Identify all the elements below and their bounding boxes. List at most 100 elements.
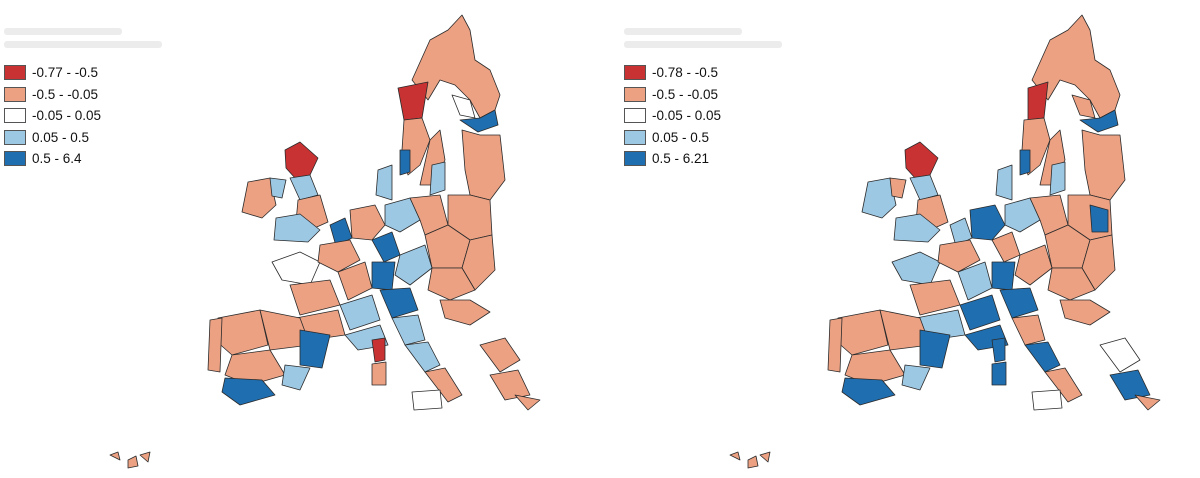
legend-label: -0.5 - -0.05 <box>32 86 99 102</box>
region <box>747 455 759 469</box>
region <box>289 174 319 201</box>
legend-label: -0.05 - 0.05 <box>32 108 102 124</box>
legend-item: 0.5 - 6.4 <box>4 148 154 170</box>
region <box>1071 94 1096 119</box>
legend-swatch <box>624 129 646 145</box>
region <box>991 231 1021 263</box>
region <box>399 149 411 176</box>
region <box>827 317 843 373</box>
legend-label: 0.05 - 0.5 <box>652 129 710 145</box>
region <box>999 287 1039 319</box>
region <box>397 81 429 121</box>
legend-item: -0.78 - -0.5 <box>624 62 774 84</box>
region <box>1059 299 1111 326</box>
region <box>375 164 393 201</box>
legend-label: -0.05 - 0.05 <box>652 108 722 124</box>
region <box>834 309 889 356</box>
region <box>1089 204 1109 233</box>
region <box>1047 267 1096 301</box>
region <box>289 279 341 316</box>
region <box>759 451 771 463</box>
legend-item: -0.5 - -0.05 <box>4 84 154 106</box>
legend-label: 0.5 - 6.4 <box>32 151 82 167</box>
region <box>284 141 319 179</box>
region <box>514 394 541 411</box>
region <box>893 213 941 243</box>
region <box>889 177 907 199</box>
region <box>909 174 939 201</box>
legend-label: 0.5 - 6.21 <box>652 151 710 167</box>
choropleth-map-right <box>729 14 1161 469</box>
region <box>459 109 499 133</box>
region <box>841 377 896 406</box>
region <box>1011 314 1046 346</box>
region <box>959 294 1001 331</box>
region <box>337 261 373 301</box>
region <box>391 314 426 346</box>
legend-label: 0.05 - 0.5 <box>32 129 90 145</box>
region <box>317 239 361 273</box>
map-legend: -0.78 - -0.5 -0.5 - -0.05 -0.05 - 0.05 0… <box>624 28 782 170</box>
region <box>241 177 277 219</box>
region <box>489 369 531 401</box>
map-legend: -0.77 - -0.5 -0.5 - -0.05 -0.05 - 0.05 0… <box>4 28 162 170</box>
region <box>1031 389 1063 411</box>
region <box>1081 234 1116 291</box>
legend-label: -0.77 - -0.5 <box>32 65 99 81</box>
legend-item: 0.5 - 6.21 <box>624 148 774 170</box>
legend-swatch <box>4 65 26 81</box>
region <box>1081 129 1126 201</box>
region <box>271 251 321 286</box>
legend-swatch <box>624 86 646 102</box>
region <box>214 309 269 356</box>
region <box>139 451 151 463</box>
legend-swatch <box>4 86 26 102</box>
legend-item: -0.77 - -0.5 <box>4 62 154 84</box>
region <box>1134 394 1161 411</box>
region <box>394 244 433 286</box>
region <box>349 204 386 241</box>
legend-swatch <box>624 108 646 124</box>
region <box>207 317 223 373</box>
region <box>429 161 446 196</box>
map-panel-left: -0.77 - -0.5 -0.5 - -0.05 -0.05 - 0.05 0… <box>4 14 541 469</box>
region <box>127 455 139 469</box>
region <box>427 267 476 301</box>
region <box>451 94 476 119</box>
region <box>384 197 421 233</box>
region <box>224 349 286 386</box>
region <box>1014 244 1053 286</box>
region <box>1004 197 1041 233</box>
region <box>991 337 1006 363</box>
region <box>1031 14 1121 119</box>
region <box>1109 369 1151 401</box>
region <box>919 329 951 369</box>
map-panel-right: -0.78 - -0.5 -0.5 - -0.05 -0.05 - 0.05 0… <box>620 0 1200 478</box>
region <box>404 341 441 373</box>
legend-item: -0.05 - 0.05 <box>4 105 154 127</box>
region <box>861 177 897 219</box>
legend-item: 0.05 - 0.5 <box>624 127 774 149</box>
legend-label: -0.78 - -0.5 <box>652 65 719 81</box>
legend-item: -0.5 - -0.05 <box>624 84 774 106</box>
region <box>109 451 121 461</box>
region <box>269 177 287 199</box>
legend-swatch <box>624 65 646 81</box>
legend-title-blurred <box>624 28 782 48</box>
region <box>371 361 387 386</box>
region <box>995 164 1013 201</box>
region <box>299 329 331 369</box>
region <box>1027 81 1049 121</box>
region <box>937 239 981 273</box>
region <box>901 364 931 391</box>
region <box>729 451 741 461</box>
region <box>991 261 1016 291</box>
region <box>957 261 993 301</box>
legend-item: 0.05 - 0.5 <box>4 127 154 149</box>
region <box>909 279 961 316</box>
region <box>461 234 496 291</box>
region <box>281 364 311 391</box>
region <box>969 204 1006 241</box>
region <box>1099 337 1141 373</box>
legend-label: -0.5 - -0.05 <box>652 86 719 102</box>
